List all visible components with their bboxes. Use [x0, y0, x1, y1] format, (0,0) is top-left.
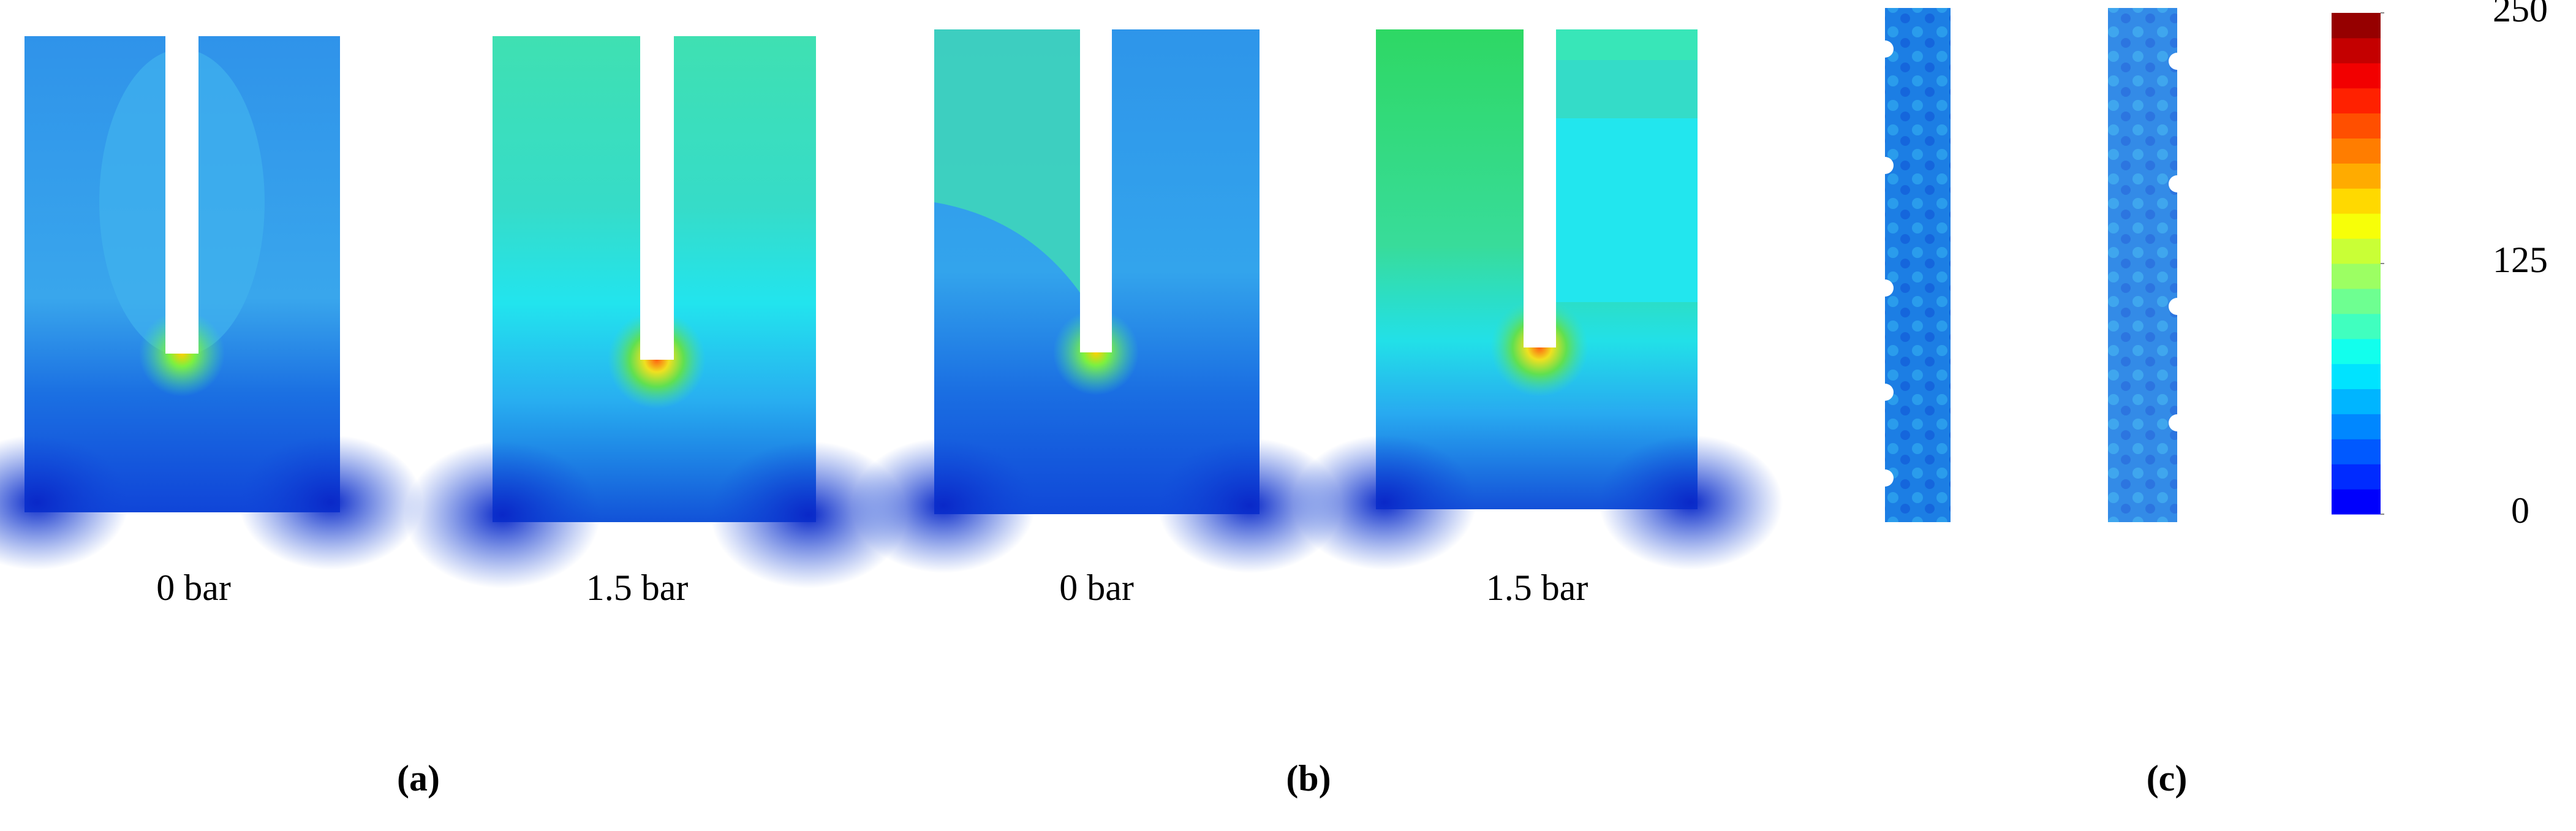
panel-label: (b) — [1286, 758, 1331, 799]
contour-b-1-5bar — [1293, 29, 1783, 570]
colorbar-band — [2332, 363, 2381, 389]
colorbar-band — [2332, 389, 2381, 414]
colorbar-band — [2332, 113, 2381, 138]
contour-b-0bar — [852, 29, 1342, 573]
colorbar-band — [2332, 138, 2381, 164]
caption: 1.5 bar — [1486, 567, 1588, 608]
caption: 0 bar — [156, 567, 231, 608]
colorbar-band — [2332, 464, 2381, 490]
contour-a-0bar — [0, 36, 423, 570]
colorbar-band — [2332, 88, 2381, 114]
colorbar-tick-label: 0 — [2511, 490, 2529, 531]
colorbar-band — [2332, 37, 2381, 64]
colorbar-band — [2332, 288, 2381, 314]
panel-label: (a) — [397, 758, 440, 799]
colorbar-tick-label: 250 — [2493, 0, 2548, 29]
colorbar: 0 125 250 — [2332, 0, 2548, 531]
colorbar-band — [2332, 414, 2381, 439]
colorbar-band — [2332, 313, 2381, 340]
colorbar-band — [2332, 439, 2381, 465]
caption: 1.5 bar — [586, 567, 689, 608]
colorbar-band — [2332, 238, 2381, 264]
caption: 0 bar — [1059, 567, 1134, 608]
colorbar-tick-label: 125 — [2493, 240, 2548, 280]
colorbar-band — [2332, 13, 2381, 39]
contour-c-strips — [1876, 8, 2186, 522]
colorbar-band — [2332, 188, 2381, 214]
contour-a-1-5bar — [404, 36, 907, 588]
colorbar-band — [2332, 338, 2381, 365]
colorbar-band — [2332, 489, 2381, 515]
colorbar-band — [2332, 163, 2381, 189]
panel-label: (c) — [2147, 758, 2188, 799]
colorbar-band — [2332, 63, 2381, 89]
colorbar-band — [2332, 213, 2381, 239]
colorbar-band — [2332, 264, 2381, 289]
